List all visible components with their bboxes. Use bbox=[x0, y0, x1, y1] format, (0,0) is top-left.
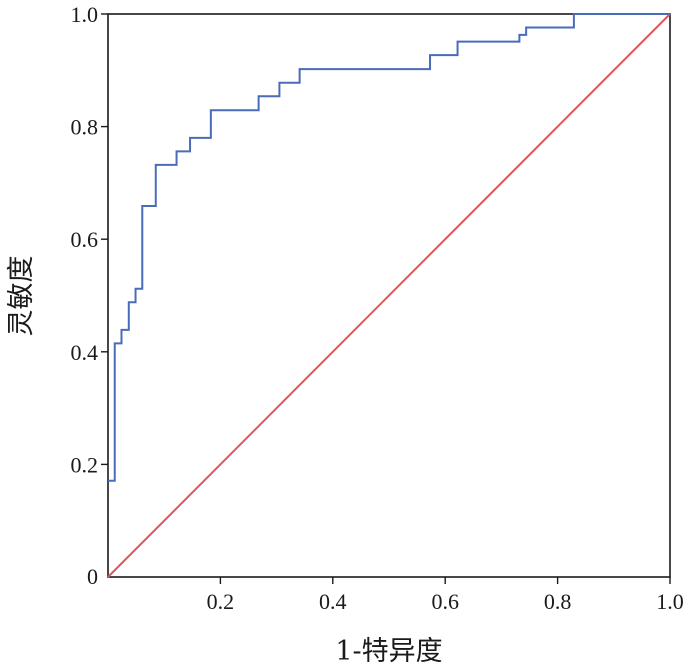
y-axis-ticks: 0.2 0.4 0.6 0.8 1.0 bbox=[71, 2, 108, 477]
x-axis-ticks: 0.2 0.4 0.6 0.8 1.0 bbox=[207, 577, 684, 614]
x-tick-label: 0.2 bbox=[207, 589, 235, 614]
x-tick-label: 0.8 bbox=[544, 589, 572, 614]
y-tick-label: 1.0 bbox=[71, 2, 99, 27]
plot-frame bbox=[107, 13, 671, 578]
x-axis-title: 1-特异度 bbox=[335, 636, 442, 667]
x-tick-label: 0.4 bbox=[319, 589, 347, 614]
y-tick-label: 0.2 bbox=[71, 452, 99, 477]
x-tick-label: 1.0 bbox=[656, 589, 684, 614]
roc-curve-line bbox=[108, 13, 670, 482]
y-tick-label: 0.6 bbox=[71, 227, 99, 252]
reference-diagonal-line bbox=[107, 13, 671, 578]
y-tick-label: 0.4 bbox=[71, 340, 99, 365]
x-tick-label: 0.6 bbox=[431, 589, 459, 614]
origin-tick-label: 0 bbox=[87, 564, 98, 589]
y-axis-title: 灵敏度 bbox=[6, 256, 37, 337]
y-tick-label: 0.8 bbox=[71, 115, 99, 140]
